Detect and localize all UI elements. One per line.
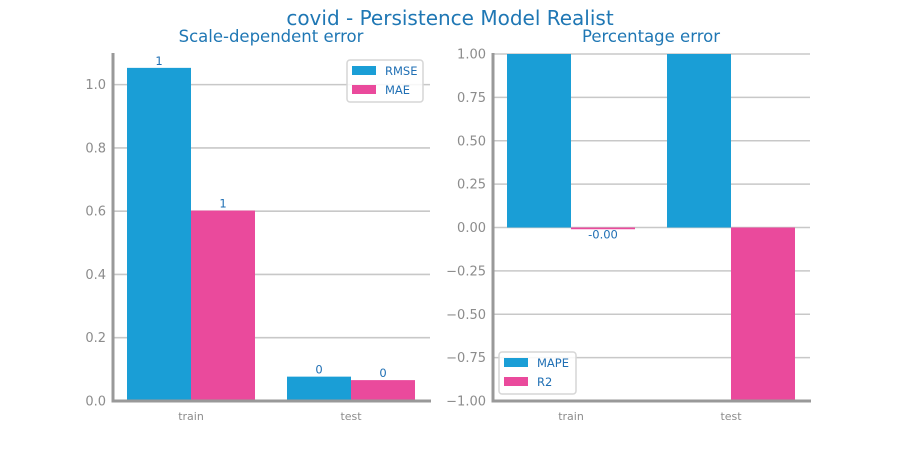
- bar-rmse-test: [287, 376, 351, 401]
- legend-swatch-rmse: [352, 66, 376, 75]
- panel-scale-dependent-error: Scale-dependent error 0.0 0.2 0.4 0.6 0.8 1.0…: [85, 27, 431, 423]
- bar-mape-train: [507, 54, 571, 228]
- ytick-label-scale-dependent-error: 0.4: [85, 268, 106, 283]
- legend-label-r2: R2: [537, 375, 552, 389]
- legend-swatch-mae: [352, 85, 376, 94]
- legend-label-rmse: RMSE: [385, 64, 417, 78]
- xtick-label-test: test: [340, 410, 362, 423]
- ytick-label-percentage-error: 0.75: [457, 91, 486, 106]
- bar-r2-train: [571, 227, 635, 230]
- ytick-label-percentage-error: 1.00: [457, 48, 486, 63]
- bar-mae-test: [351, 380, 415, 401]
- ytick-label-percentage-error: −0.75: [446, 351, 486, 366]
- panel-percentage-error: Percentage error −1.00 −0.75 −0.50 −0.25 0.0…: [446, 27, 811, 423]
- data-label-r2-train: -0.00: [588, 228, 618, 242]
- ytick-label-percentage-error: 0.50: [457, 134, 486, 149]
- ytick-label-scale-dependent-error: 0.0: [85, 395, 106, 410]
- ytick-label-scale-dependent-error: 1.0: [85, 78, 106, 93]
- xtick-label-train: train: [558, 410, 584, 423]
- figure-suptitle: covid - Persistence Model Realist: [286, 6, 614, 30]
- chart-title-scale-dependent: Scale-dependent error: [179, 27, 364, 46]
- legend-swatch-r2: [504, 377, 528, 386]
- data-label-rmse-test: 0: [315, 363, 322, 377]
- legend-label-mape: MAPE: [537, 356, 569, 370]
- bar-rmse-train: [127, 67, 191, 402]
- data-label-mae-train: 1: [219, 197, 226, 211]
- data-label-mae-test: 0: [379, 366, 386, 380]
- bar-mae-train: [191, 210, 255, 401]
- ytick-label-scale-dependent-error: 0.8: [85, 141, 106, 156]
- bar-r2-test: [731, 227, 795, 401]
- ytick-label-percentage-error: −1.00: [446, 395, 486, 410]
- bar-mape-test: [667, 54, 731, 228]
- ytick-label-percentage-error: 0.00: [457, 221, 486, 236]
- xtick-label-train: train: [178, 410, 204, 423]
- ytick-label-scale-dependent-error: 0.6: [85, 205, 106, 220]
- xtick-label-test: test: [720, 410, 742, 423]
- ytick-label-percentage-error: −0.25: [446, 264, 486, 279]
- legend-label-mae: MAE: [385, 83, 410, 97]
- legend-swatch-mape: [504, 358, 528, 367]
- data-label-rmse-train: 1: [155, 54, 162, 68]
- ytick-label-scale-dependent-error: 0.2: [85, 331, 106, 346]
- chart-title-percentage: Percentage error: [582, 27, 720, 46]
- ytick-label-percentage-error: −0.50: [446, 308, 486, 323]
- ytick-label-percentage-error: 0.25: [457, 178, 486, 193]
